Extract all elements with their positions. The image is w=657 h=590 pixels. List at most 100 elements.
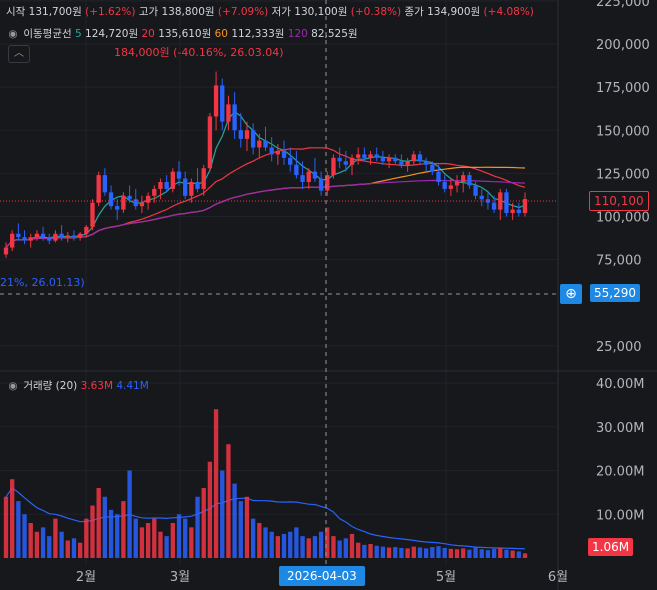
candle-body	[127, 195, 132, 200]
ma20-value: 135,610원	[158, 28, 212, 40]
ma20-period: 20	[141, 28, 155, 40]
candle-body	[238, 130, 243, 139]
add-price-alert-button[interactable]: ⊕	[560, 284, 582, 304]
volume-legend-label[interactable]: 거래량 (20)	[23, 380, 78, 392]
ma60-value: 112,333원	[231, 28, 285, 40]
volume-bar	[28, 523, 33, 558]
volume-tick-label: 40.00M	[596, 377, 644, 392]
candle-body	[108, 192, 114, 207]
volume-bar	[213, 409, 219, 558]
volume-bar	[491, 548, 497, 558]
high-annotation: 184,000원 (-40.16%, 26.03.04)	[114, 46, 284, 59]
candle-body	[133, 199, 138, 207]
price-tick-label: 75,000	[596, 254, 642, 269]
volume-bar	[121, 501, 126, 558]
time-tick-label: 2월	[76, 570, 96, 585]
candle-body	[183, 178, 188, 196]
volume-bar	[380, 546, 386, 558]
collapse-button[interactable]: ︿	[8, 45, 30, 63]
volume-bar	[139, 527, 145, 558]
candle-body	[522, 199, 528, 214]
volume-bar	[10, 479, 15, 558]
candle-body	[337, 157, 342, 162]
volume-bar	[318, 531, 324, 558]
candle-body	[201, 168, 206, 189]
candlestick-series	[3, 71, 528, 258]
volume-bar	[306, 538, 311, 558]
low-change: (+0.38%)	[350, 6, 402, 18]
volume-bar	[337, 540, 342, 558]
volume-bar	[232, 483, 237, 558]
time-tick-label: 6월	[548, 570, 568, 585]
volume-bar	[244, 496, 250, 558]
candle-body	[16, 233, 21, 238]
candle-body	[170, 171, 175, 189]
volume-bar	[473, 547, 478, 558]
candle-body	[65, 235, 70, 238]
volume-bar	[362, 544, 367, 558]
volume-bar	[269, 531, 274, 558]
volume-bar	[115, 514, 120, 558]
eye-icon[interactable]: ◉	[8, 28, 18, 40]
candle-body	[417, 154, 423, 162]
close-change: (+4.08%)	[483, 6, 534, 18]
high-value: 138,800원	[161, 6, 215, 18]
volume-bar	[22, 514, 27, 558]
candle-body	[436, 171, 441, 182]
candle-body	[28, 237, 33, 241]
volume-bar	[423, 548, 429, 558]
candle-body	[306, 171, 311, 182]
volume-bar	[454, 549, 460, 558]
candle-body	[96, 175, 101, 203]
candle-body	[318, 178, 324, 191]
candle-body	[22, 237, 27, 241]
volume-bar	[448, 548, 454, 558]
time-tick-label: 5월	[436, 570, 456, 585]
candle-body	[195, 182, 200, 189]
candle-body	[53, 233, 58, 241]
last-volume-badge: 1.06M	[588, 538, 634, 556]
candle-body	[442, 182, 447, 189]
last-price-badge: 110,100	[589, 191, 649, 211]
volume-bar	[281, 533, 287, 558]
candle-body	[343, 161, 348, 165]
candle-body	[405, 161, 410, 165]
open-label: 시작	[6, 6, 26, 18]
candle-body	[269, 147, 274, 155]
candle-body	[158, 182, 163, 189]
candle-body	[176, 171, 182, 179]
volume-bar	[220, 470, 225, 558]
volume-bar	[479, 549, 484, 558]
volume-bar	[368, 544, 373, 558]
volume-bar	[189, 527, 194, 558]
volume-bar	[430, 547, 435, 558]
volume-bar	[40, 527, 46, 558]
price-tick-label: 100,000	[596, 211, 650, 226]
volume-bar	[145, 523, 151, 558]
volume-tick-label: 30.00M	[596, 421, 644, 436]
volume-bar	[152, 518, 157, 558]
volume-bar	[102, 496, 108, 558]
candle-body	[288, 157, 293, 165]
volume-bar	[34, 531, 40, 558]
volume-bar	[170, 523, 175, 558]
ma-legend-label[interactable]: 이동평균선	[23, 28, 72, 40]
candle-body	[467, 175, 472, 186]
candle-body	[47, 237, 52, 241]
candle-body	[71, 235, 77, 238]
candle-body	[250, 130, 256, 148]
volume-bar	[238, 501, 243, 558]
eye-icon[interactable]: ◉	[8, 380, 18, 392]
volume-bar	[65, 540, 70, 558]
volume-bar	[71, 538, 77, 558]
volume-bar	[356, 542, 361, 558]
candle-body	[226, 104, 231, 122]
volume-bar	[331, 536, 336, 558]
candle-body	[232, 104, 237, 131]
candle-body	[485, 199, 491, 203]
price-tick-label: 200,000	[596, 38, 650, 53]
volume-bar	[207, 461, 213, 558]
volume-bar	[59, 531, 64, 558]
volume-bar	[257, 523, 262, 558]
